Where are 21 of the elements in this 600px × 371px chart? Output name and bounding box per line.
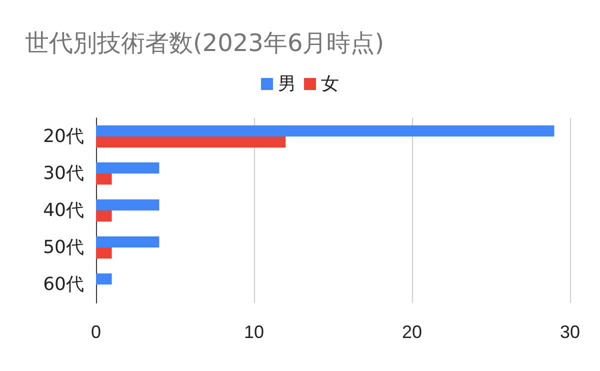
bar (96, 162, 160, 174)
bar (96, 125, 554, 136)
bar (96, 248, 112, 259)
y-tick-label: 40代 (43, 200, 84, 221)
x-tick-label: 20 (402, 322, 422, 342)
y-tick-label: 30代 (43, 163, 84, 184)
bar (96, 199, 160, 210)
bar (96, 174, 112, 185)
chart-title: 世代別技術者数(2023年6月時点) (25, 29, 384, 57)
y-tick-label: 60代 (43, 274, 84, 295)
x-tick-label: 30 (560, 322, 580, 342)
y-tick-label: 50代 (43, 237, 84, 258)
legend-label: 男 (278, 74, 296, 94)
x-tick-label: 10 (244, 322, 264, 342)
bar (96, 236, 160, 248)
bar (96, 210, 112, 222)
bar (96, 136, 286, 148)
legend-label: 女 (321, 74, 339, 94)
x-tick-label: 0 (90, 322, 102, 342)
bar (96, 273, 112, 284)
y-tick-label: 20代 (43, 126, 84, 147)
